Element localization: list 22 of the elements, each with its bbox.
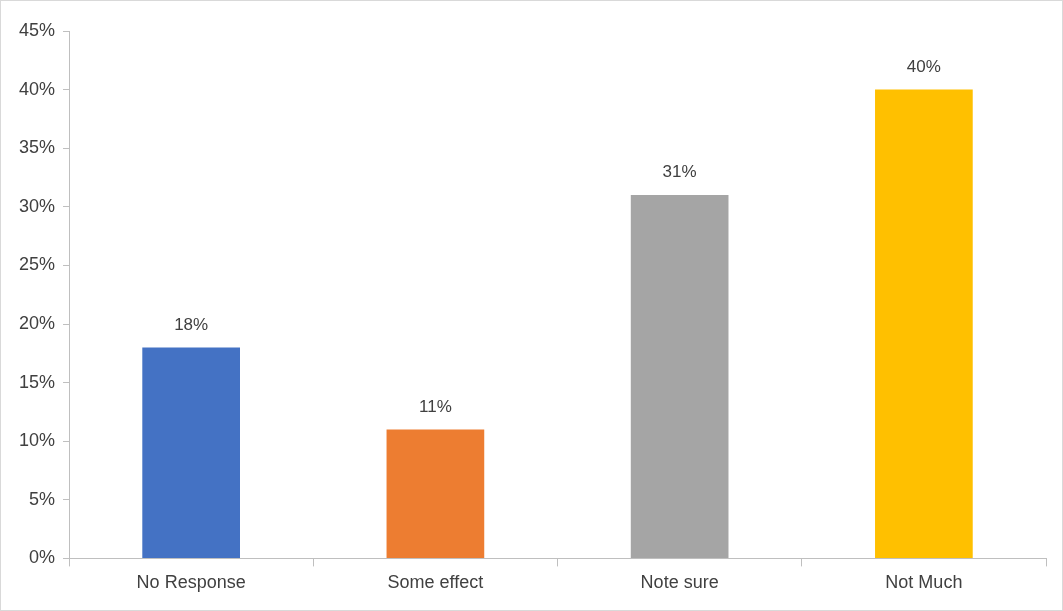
y-tick-label: 0% [29,547,56,568]
y-tick-label: 15% [19,371,56,392]
y-tick-label: 45% [19,19,56,40]
x-tick-label: Some effect [387,572,484,593]
y-tick-label: 5% [29,488,56,509]
y-tick-label: 40% [19,78,56,99]
bar [875,89,973,558]
data-label: 18% [174,314,209,334]
y-tick-label: 35% [19,137,56,158]
x-tick-label: No Response [136,572,246,593]
y-tick-label: 25% [19,254,56,275]
data-label: 31% [662,162,697,182]
x-tick-label: Not Much [885,572,963,593]
y-tick-label: 10% [19,430,56,451]
y-tick-label: 20% [19,312,56,333]
x-tick-label: Note sure [640,572,719,593]
y-tick-label: 30% [19,195,56,216]
data-label: 40% [906,56,941,76]
data-label: 11% [419,396,452,416]
bar [630,195,729,558]
bar [142,347,240,558]
bar [386,429,485,558]
